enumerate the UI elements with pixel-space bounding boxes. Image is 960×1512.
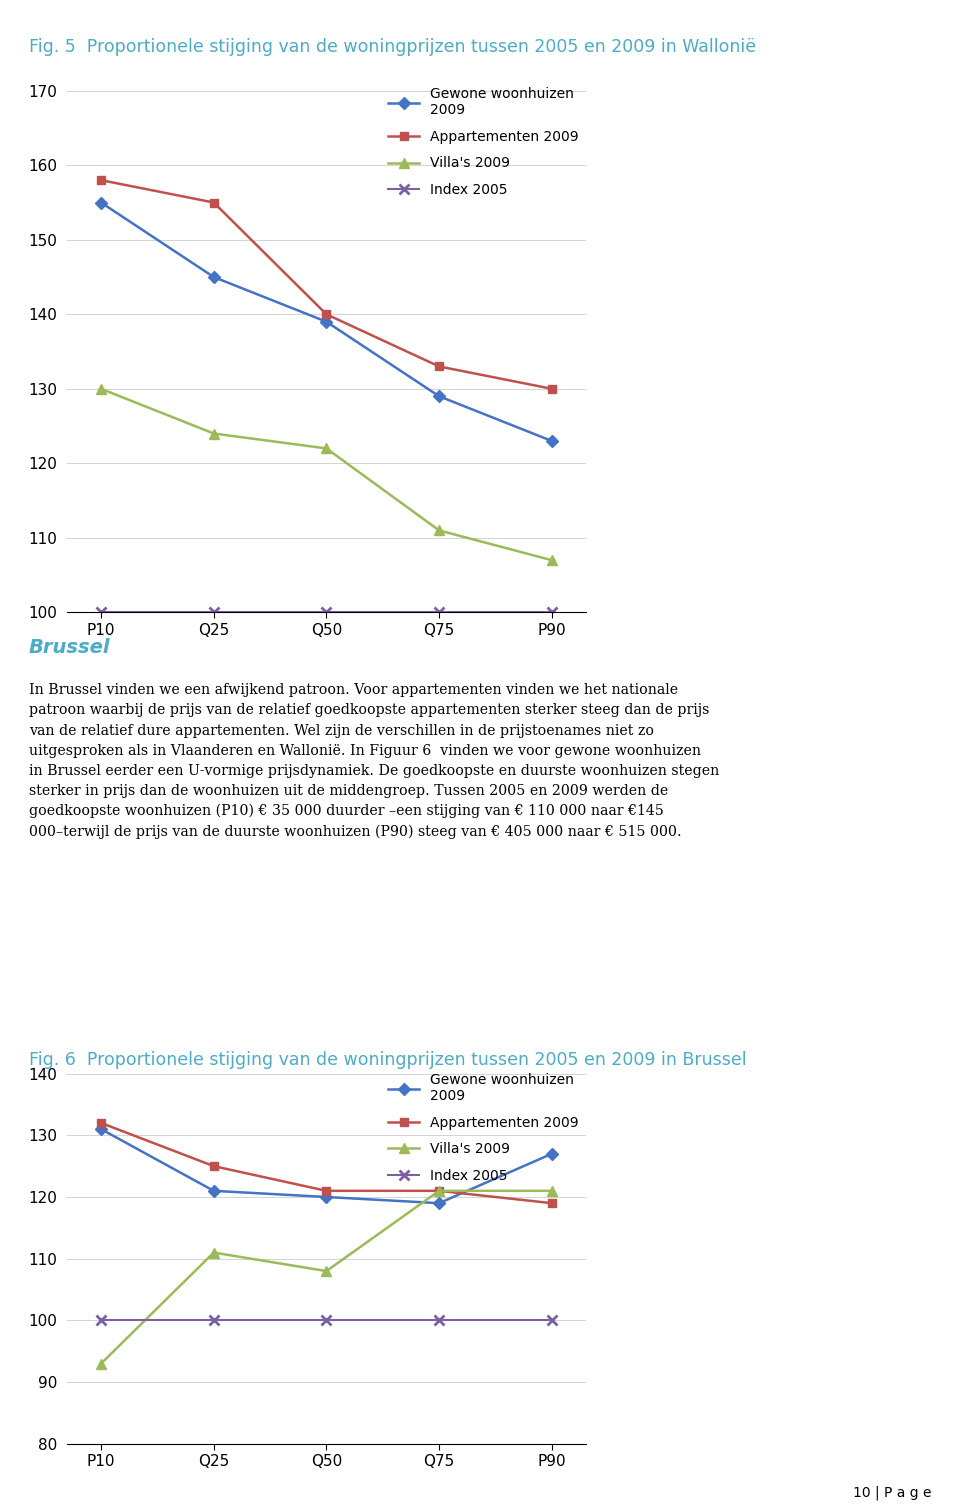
Text: In Brussel vinden we een afwijkend patroon. Voor appartementen vinden we het nat: In Brussel vinden we een afwijkend patro… bbox=[29, 683, 719, 839]
Text: Fig. 5  Proportionele stijging van de woningprijzen tussen 2005 en 2009 in Wallo: Fig. 5 Proportionele stijging van de won… bbox=[29, 38, 756, 56]
Text: 10 | P a g e: 10 | P a g e bbox=[852, 1485, 931, 1500]
Text: Fig. 6  Proportionele stijging van de woningprijzen tussen 2005 en 2009 in Bruss: Fig. 6 Proportionele stijging van de won… bbox=[29, 1051, 747, 1069]
Legend: Gewone woonhuizen
2009, Appartementen 2009, Villa's 2009, Index 2005: Gewone woonhuizen 2009, Appartementen 20… bbox=[389, 88, 579, 197]
Legend: Gewone woonhuizen
2009, Appartementen 2009, Villa's 2009, Index 2005: Gewone woonhuizen 2009, Appartementen 20… bbox=[389, 1074, 579, 1182]
Text: Brussel: Brussel bbox=[29, 638, 110, 658]
